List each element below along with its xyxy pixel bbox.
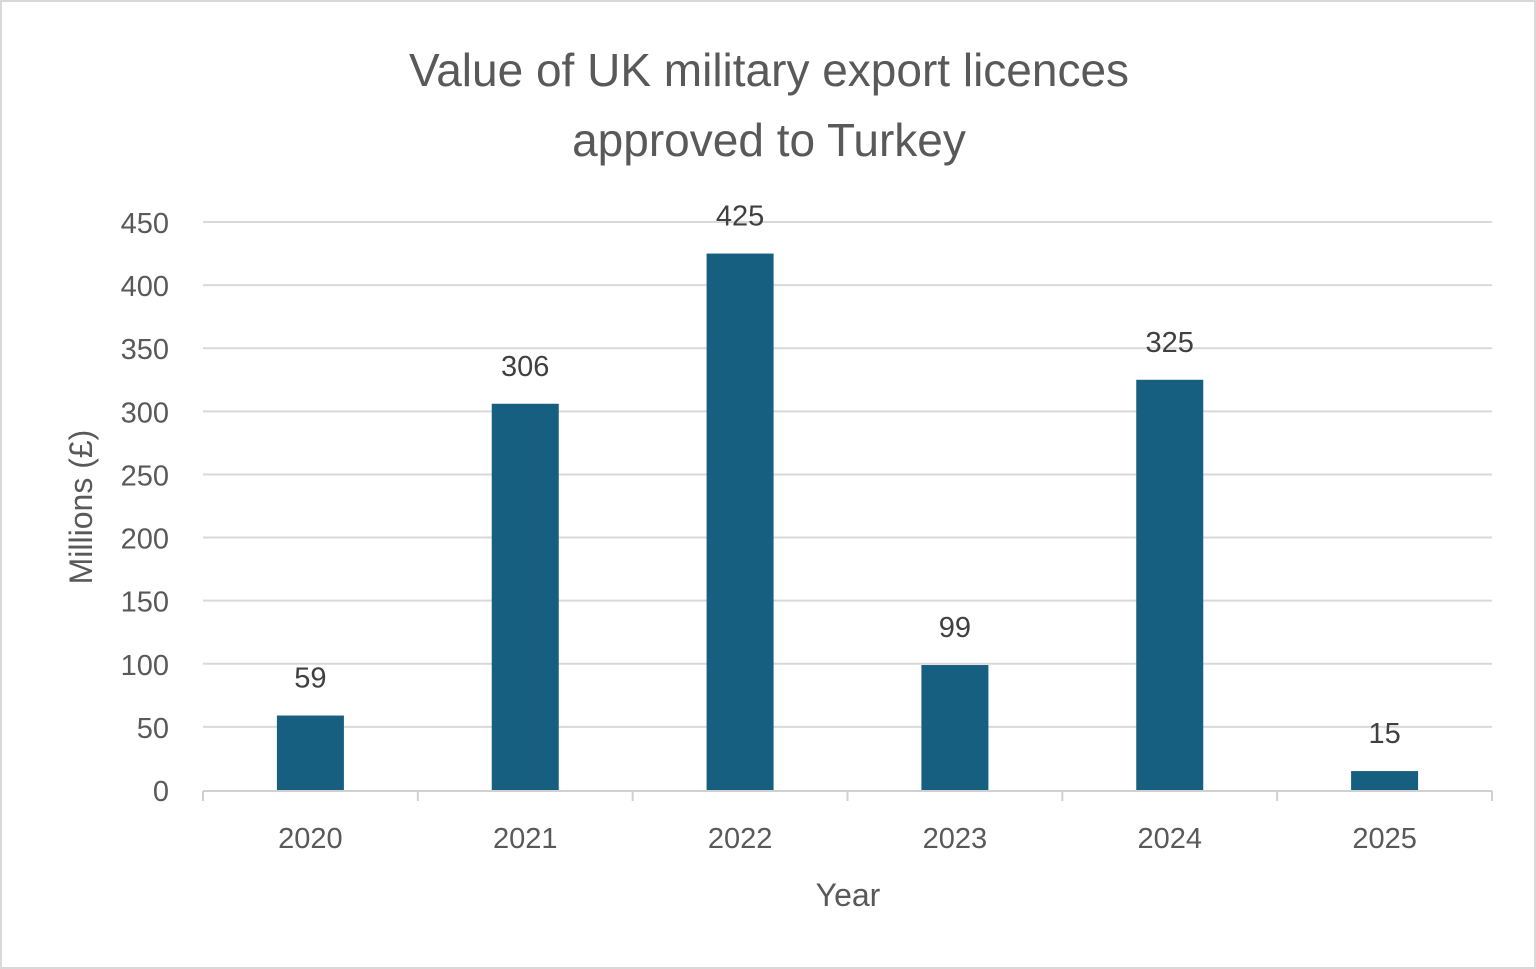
y-tick-label: 150: [121, 587, 169, 619]
data-label: 306: [501, 351, 549, 383]
y-tick-label: 400: [121, 271, 169, 303]
data-label: 325: [1146, 327, 1194, 359]
y-tick-label: 250: [121, 460, 169, 492]
data-label: 15: [1368, 718, 1400, 750]
y-tick-label: 100: [121, 650, 169, 682]
y-tick-label: 0: [153, 776, 169, 808]
bar-2021: [491, 403, 559, 790]
x-tick-label: 2025: [1352, 823, 1417, 855]
y-tick-label: 300: [121, 397, 169, 429]
y-tick-label: 200: [121, 524, 169, 556]
y-tick-label: 50: [137, 713, 169, 745]
data-label: 99: [939, 612, 971, 644]
bar-2025: [1351, 771, 1419, 790]
x-tick-label: 2020: [278, 823, 343, 855]
x-tick-label: 2021: [493, 823, 558, 855]
bar-2020: [276, 715, 344, 790]
y-tick-label: 450: [121, 208, 169, 240]
x-axis-label: Year: [816, 877, 881, 913]
y-tick-label: 350: [121, 334, 169, 366]
x-tick-label: 2023: [923, 823, 988, 855]
chart-title-line-1: Value of UK military export licences: [409, 44, 1129, 96]
x-tick-label: 2024: [1137, 823, 1202, 855]
y-axis-label: Millions (£): [63, 430, 99, 585]
bar-2022: [706, 253, 774, 791]
data-label: 59: [294, 663, 326, 695]
chart-title-line-2: approved to Turkey: [572, 114, 966, 166]
bar-2023: [921, 665, 989, 790]
x-tick-label: 2022: [708, 823, 773, 855]
data-label: 425: [716, 201, 764, 233]
bar-2024: [1136, 379, 1204, 790]
